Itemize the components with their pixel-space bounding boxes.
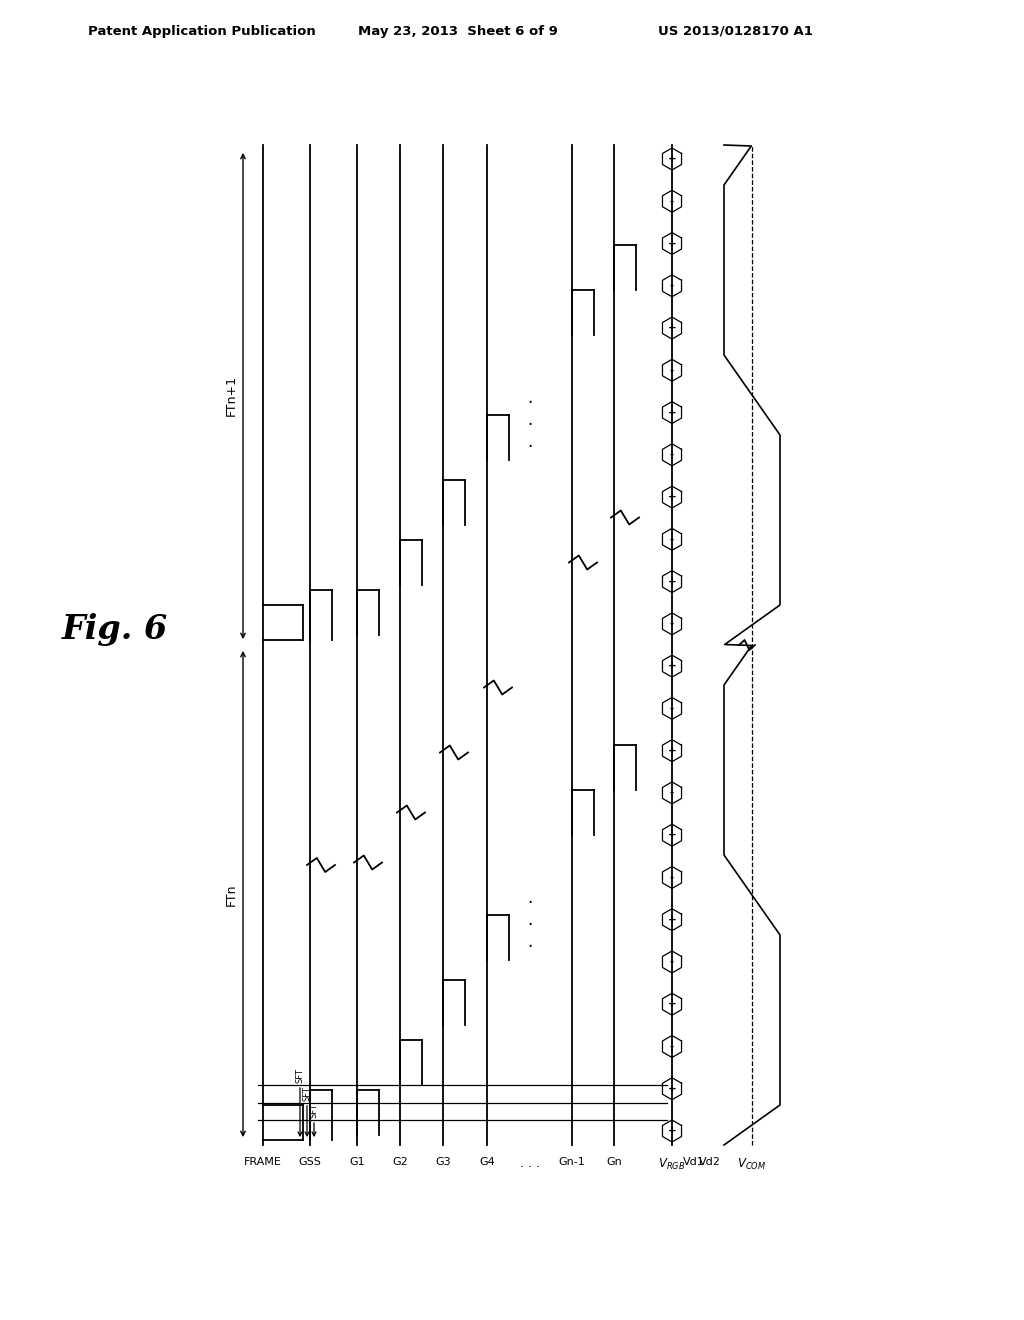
Text: Vd2: Vd2 [699, 1158, 721, 1167]
Text: FRAME: FRAME [244, 1158, 282, 1167]
Text: FTn+1: FTn+1 [225, 375, 238, 416]
Text: May 23, 2013  Sheet 6 of 9: May 23, 2013 Sheet 6 of 9 [358, 25, 558, 38]
Text: +: + [668, 1126, 677, 1137]
Text: SFT: SFT [296, 1068, 304, 1082]
Text: SFT: SFT [309, 1104, 318, 1118]
Text: G4: G4 [479, 1158, 495, 1167]
Text: G1: G1 [349, 1158, 365, 1167]
Text: Patent Application Publication: Patent Application Publication [88, 25, 315, 38]
Text: -: - [670, 1041, 674, 1052]
Text: SFT: SFT [302, 1086, 311, 1101]
Text: $V_{RGB}$: $V_{RGB}$ [658, 1158, 686, 1172]
Text: +: + [668, 915, 677, 925]
Text: +: + [668, 1084, 677, 1094]
Text: .: . [527, 411, 532, 429]
Text: -: - [670, 957, 674, 968]
Text: .: . [527, 888, 532, 907]
Text: -: - [670, 535, 674, 544]
Text: +: + [668, 408, 677, 417]
Text: .: . [527, 933, 532, 950]
Text: Gn: Gn [606, 1158, 622, 1167]
Text: G3: G3 [435, 1158, 451, 1167]
Text: -: - [670, 619, 674, 628]
Text: +: + [668, 492, 677, 502]
Text: US 2013/0128170 A1: US 2013/0128170 A1 [658, 25, 813, 38]
Text: Gn-1: Gn-1 [559, 1158, 586, 1167]
Text: -: - [670, 704, 674, 713]
Text: -: - [670, 281, 674, 290]
Text: Fig. 6: Fig. 6 [62, 614, 168, 647]
Text: +: + [668, 830, 677, 840]
Text: FTn: FTn [225, 884, 238, 907]
Text: -: - [670, 450, 674, 459]
Text: . . .: . . . [519, 1158, 540, 1170]
Text: GSS: GSS [299, 1158, 322, 1167]
Text: +: + [668, 999, 677, 1010]
Text: -: - [670, 197, 674, 206]
Text: -: - [670, 788, 674, 797]
Text: -: - [670, 873, 674, 883]
Text: G2: G2 [392, 1158, 408, 1167]
Text: +: + [668, 154, 677, 164]
Text: +: + [668, 239, 677, 248]
Text: +: + [668, 323, 677, 333]
Text: +: + [668, 746, 677, 755]
Text: .: . [527, 911, 532, 929]
Text: .: . [527, 433, 532, 451]
Text: $V_{COM}$: $V_{COM}$ [737, 1158, 767, 1172]
Text: +: + [668, 661, 677, 671]
Text: Vd1: Vd1 [683, 1158, 705, 1167]
Text: .: . [527, 389, 532, 407]
Text: +: + [668, 577, 677, 586]
Text: -: - [670, 366, 674, 375]
